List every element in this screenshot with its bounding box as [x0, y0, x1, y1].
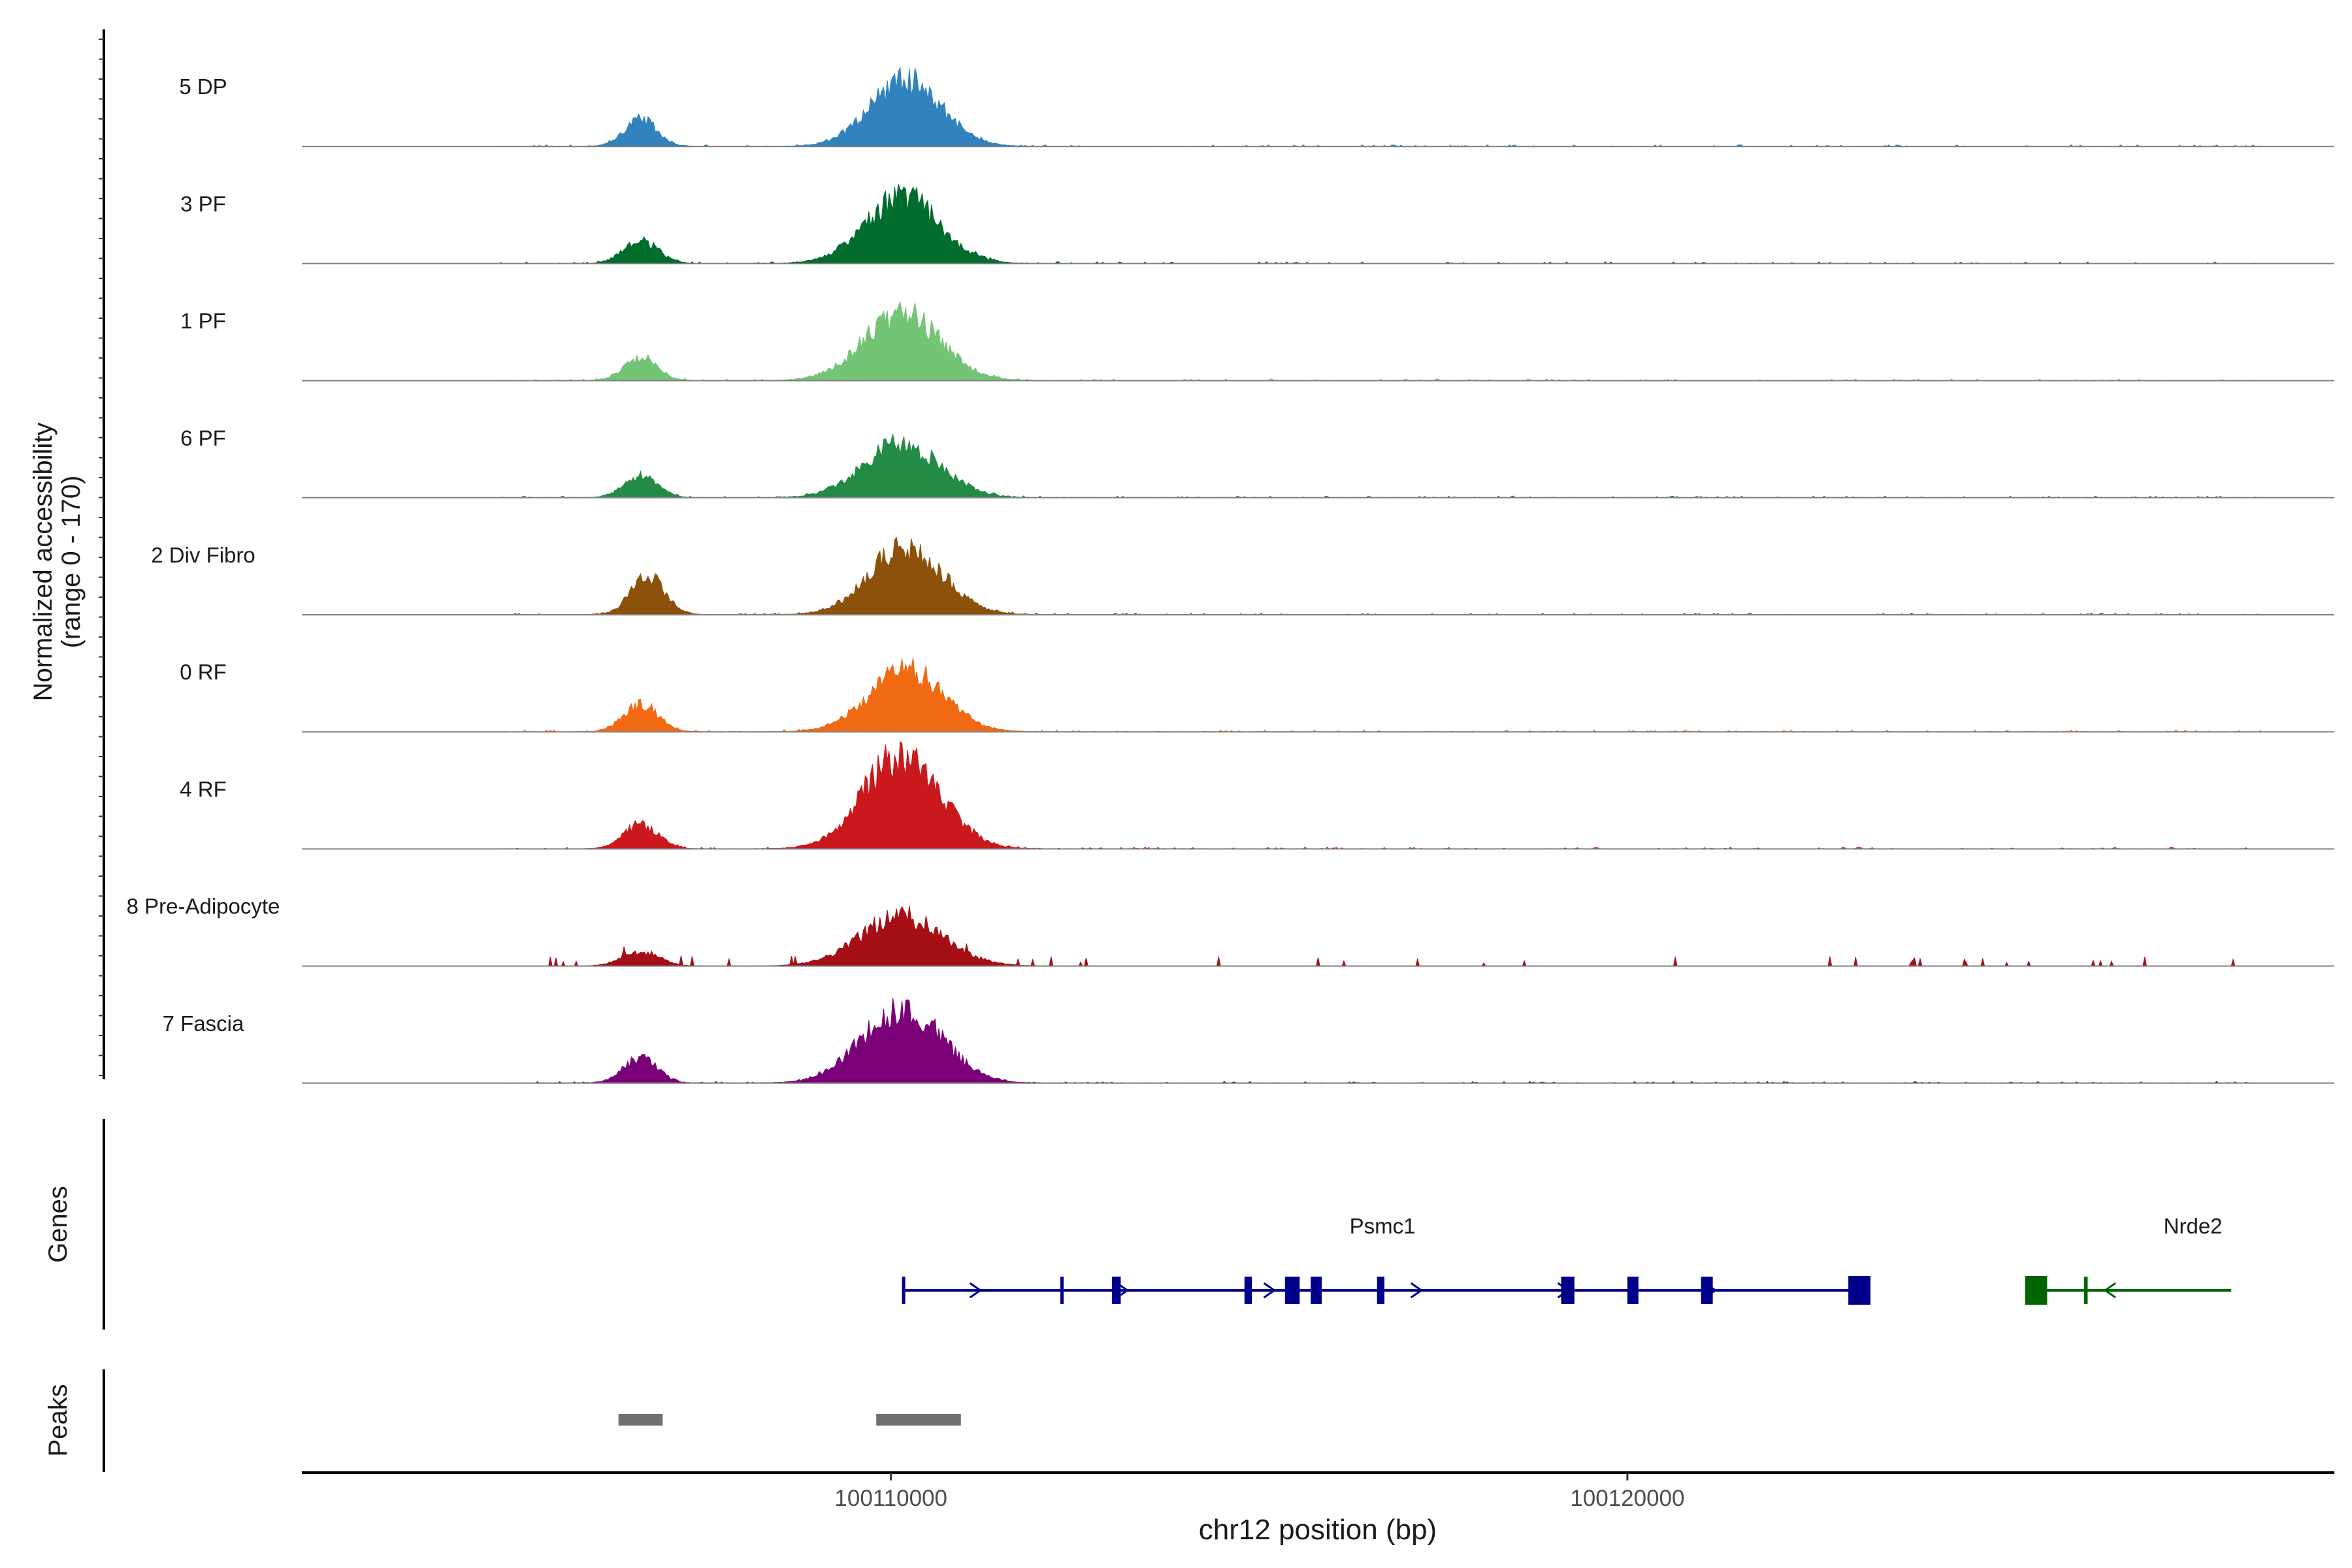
gene-exon — [1701, 1277, 1713, 1304]
peak-region — [876, 1414, 961, 1426]
peaks-panel: Peaks — [44, 1369, 961, 1472]
genes-y-label: Genes — [44, 1186, 73, 1263]
track-label: 2 Div Fibro — [151, 543, 255, 567]
gene-exon — [1627, 1277, 1639, 1304]
coverage-tracks: 5 DP 3 PF 1 PF 6 PF 2 Div Fibro 0 RF 4 RF 8 Pre… — [127, 66, 2334, 1084]
gene-name: Psmc1 — [1350, 1214, 1416, 1238]
gene-exon — [1848, 1276, 1870, 1305]
gene-exon — [1060, 1277, 1064, 1304]
coverage-area — [500, 184, 2261, 264]
x-axis-label: chr12 position (bp) — [1199, 1514, 1437, 1546]
track-label: 8 Pre-Adipocyte — [127, 894, 280, 919]
coverage-area — [500, 657, 2261, 732]
track-label: 1 PF — [180, 309, 226, 333]
gene-exon — [902, 1277, 906, 1304]
gene-name: Nrde2 — [2164, 1214, 2223, 1238]
peak-regions — [618, 1414, 961, 1426]
gene-exon — [2083, 1277, 2088, 1304]
coverage-area — [500, 66, 2261, 147]
coverage-track: 6 PF — [180, 426, 2334, 498]
coverage-track: 4 RF — [180, 741, 2334, 850]
track-label: 6 PF — [180, 426, 226, 450]
track-label: 0 RF — [180, 660, 227, 684]
coverage-area — [500, 906, 2261, 967]
coverage-area — [500, 741, 2261, 849]
coverage-track: 7 Fascia — [163, 998, 2334, 1084]
coverage-panel: Normalized accessibility (range 0 - 170)… — [29, 29, 2334, 1084]
coverage-track: 3 PF — [180, 184, 2334, 265]
x-tick-label: 100110000 — [834, 1486, 947, 1511]
coverage-y-label-line2: (range 0 - 170) — [57, 476, 86, 649]
genes-panel: Genes Psmc1 Nrde2 — [44, 1119, 2232, 1330]
coverage-y-ticks — [99, 39, 104, 1076]
coverage-area — [500, 998, 2261, 1084]
gene-exon — [1244, 1277, 1252, 1304]
strand-arrow — [1263, 1282, 1277, 1299]
coverage-track: 2 Div Fibro — [151, 536, 2334, 615]
coverage-track: 8 Pre-Adipocyte — [127, 894, 2334, 967]
coverage-area — [500, 536, 2261, 615]
x-tick-label: 100120000 — [1570, 1486, 1684, 1511]
gene-exon — [1284, 1277, 1300, 1304]
track-label: 5 DP — [179, 74, 227, 99]
track-label: 7 Fascia — [163, 1011, 244, 1036]
gene-exon — [1111, 1277, 1121, 1304]
strand-arrow — [1410, 1282, 1424, 1299]
gene-model: Nrde2 — [2025, 1214, 2232, 1305]
coverage-y-label-line1: Normalized accessibility — [29, 423, 57, 702]
x-axis-ticks: 100110000 100120000 — [834, 1473, 1685, 1511]
gene-exon — [1311, 1277, 1322, 1304]
coverage-track: 5 DP — [179, 66, 2334, 148]
gene-exon — [1561, 1277, 1575, 1304]
peaks-y-label: Peaks — [44, 1384, 73, 1456]
coverage-track: 1 PF — [180, 300, 2334, 382]
peak-region — [618, 1414, 663, 1426]
track-label: 3 PF — [180, 191, 226, 216]
coverage-area — [500, 434, 2261, 498]
track-label: 4 RF — [180, 777, 227, 801]
gene-exon — [1377, 1277, 1384, 1304]
coverage-track: 0 RF — [180, 657, 2334, 733]
coverage-area — [500, 300, 2261, 382]
gene-models: Psmc1 Nrde2 — [902, 1214, 2232, 1305]
strand-arrow — [969, 1282, 983, 1299]
gene-exon — [2025, 1276, 2048, 1305]
strand-arrow — [2103, 1282, 2116, 1299]
gene-model: Psmc1 — [902, 1214, 1870, 1305]
x-axis: 100110000 100120000 chr12 position (bp) — [302, 1471, 2334, 1546]
